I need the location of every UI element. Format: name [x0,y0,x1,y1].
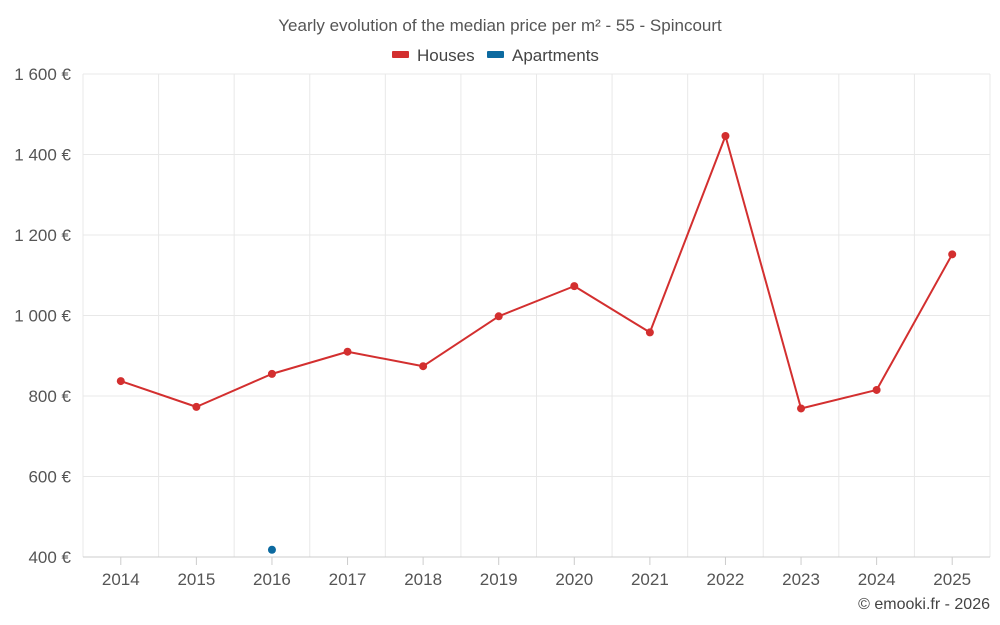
chart-series [116,131,957,554]
legend-swatch-houses [392,51,409,58]
x-tick-label: 2016 [253,570,291,589]
x-tick-label: 2018 [404,570,442,589]
x-tick-label: 2019 [480,570,518,589]
data-point-houses[interactable] [116,377,125,386]
chart-grid [82,73,991,557]
x-tick-label: 2022 [707,570,745,589]
x-tick-label: 2025 [933,570,971,589]
x-tick-label: 2024 [858,570,896,589]
x-tick-label: 2023 [782,570,820,589]
y-tick-label: 1 400 € [14,146,71,165]
legend-label-apartments[interactable]: Apartments [512,46,599,65]
x-tick-label: 2017 [329,570,367,589]
data-point-houses[interactable] [267,369,276,378]
data-point-houses[interactable] [343,347,352,356]
y-tick-label: 1 200 € [14,226,71,245]
data-point-houses[interactable] [872,385,881,394]
data-point-houses[interactable] [494,312,503,321]
data-point-houses[interactable] [570,282,579,291]
y-axis: 400 € 600 € 800 € 1 000 € 1 200 € 1 400 € 1 60… [14,65,71,567]
y-tick-label: 400 € [28,548,71,567]
x-tick-label: 2015 [177,570,215,589]
data-point-houses[interactable] [721,131,730,140]
x-tick-label: 2014 [102,570,140,589]
data-point-houses[interactable] [192,402,201,411]
x-axis: 2014 2015 2016 2017 2018 2019 2020 2021 2022 2023… [83,556,990,589]
y-tick-label: 600 € [28,468,71,487]
chart-legend: Houses Apartments [392,46,599,65]
legend-swatch-apartments [487,51,504,58]
data-point-houses[interactable] [948,250,957,259]
data-point-houses[interactable] [645,328,654,337]
data-point-houses[interactable] [419,362,428,371]
x-tick-label: 2020 [555,570,593,589]
y-tick-label: 1 600 € [14,65,71,84]
data-point-houses[interactable] [797,404,806,413]
credit-text: © emooki.fr - 2026 [858,596,990,613]
series-line-houses [119,134,954,410]
chart-title: Yearly evolution of the median price per… [278,16,722,35]
y-tick-label: 800 € [28,387,71,406]
x-tick-label: 2021 [631,570,669,589]
legend-label-houses[interactable]: Houses [417,46,475,65]
y-tick-label: 1 000 € [14,307,71,326]
data-point-apartments[interactable] [267,545,276,554]
